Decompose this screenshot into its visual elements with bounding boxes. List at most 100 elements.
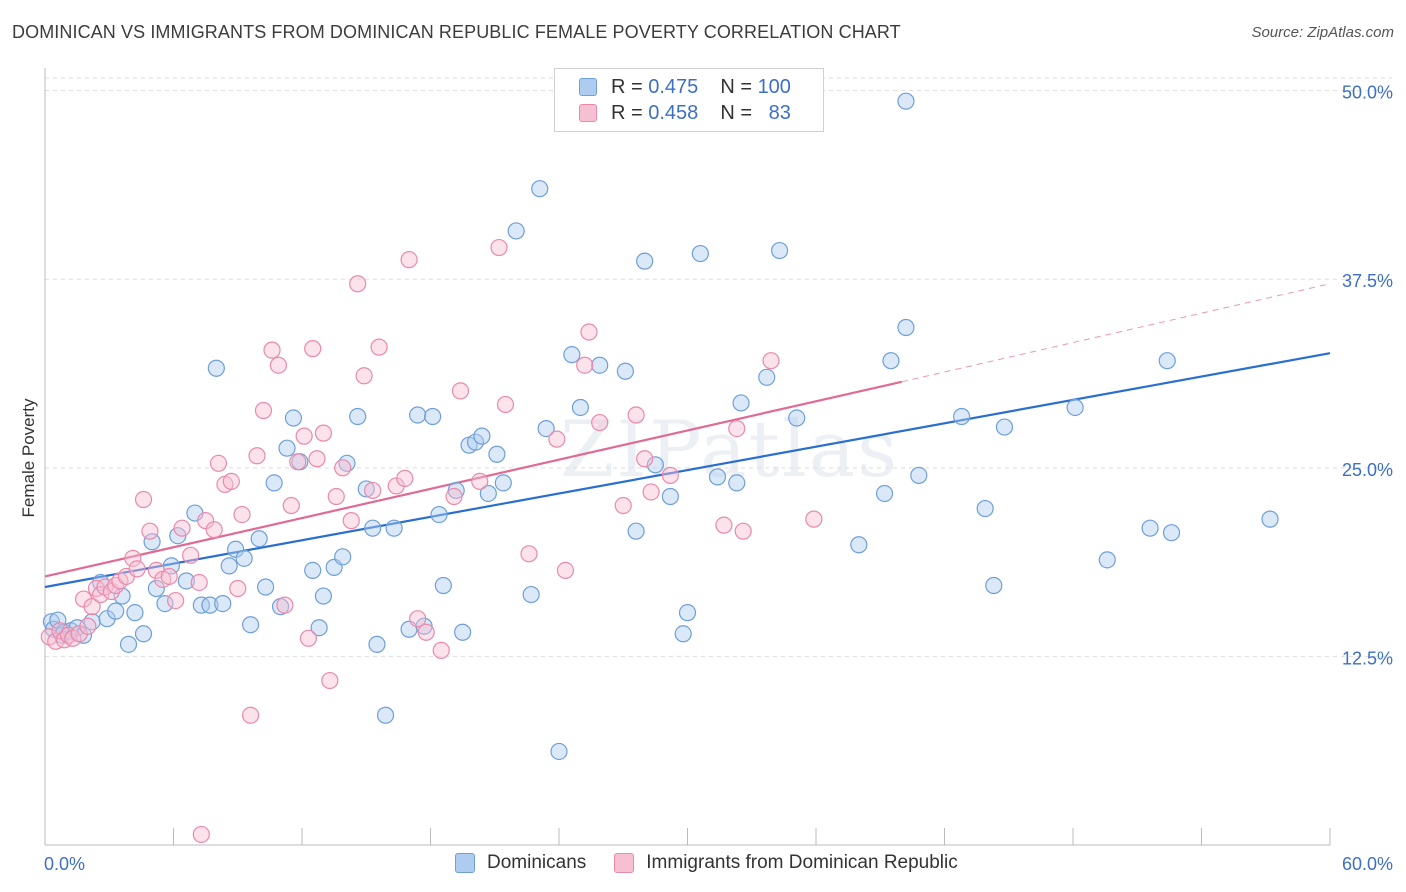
point-dominicans <box>646 456 664 474</box>
point-dominicans <box>256 578 275 596</box>
point-immigrants <box>370 338 388 356</box>
point-dominicans <box>250 530 268 548</box>
point-dominicans <box>424 407 442 426</box>
point-immigrants <box>400 251 418 269</box>
point-immigrants <box>355 367 373 385</box>
point-dominicans <box>897 318 915 337</box>
point-dominicans <box>953 407 971 426</box>
legend-item-dominicans[interactable]: Dominicans <box>455 852 586 874</box>
point-dominicans <box>479 484 497 503</box>
point-dominicans <box>550 742 568 761</box>
point-dominicans <box>1261 510 1279 528</box>
point-immigrants <box>734 522 752 540</box>
chart-title: DOMINICAN VS IMMIGRANTS FROM DOMINICAN R… <box>12 22 901 42</box>
correlation-legend: R = 0.475 N = 100 R = 0.458 N = 83 <box>554 68 824 132</box>
point-immigrants <box>627 406 645 424</box>
point-dominicans <box>143 533 161 551</box>
point-dominicans <box>674 625 692 643</box>
source-label: Source: ZipAtlas.com <box>1251 24 1394 41</box>
point-immigrants <box>134 490 153 509</box>
point-dominicans <box>591 356 609 374</box>
point-dominicans <box>661 487 679 506</box>
point-immigrants <box>334 459 352 477</box>
point-dominicans <box>368 635 386 653</box>
point-immigrants <box>661 466 679 484</box>
point-immigrants <box>128 560 146 578</box>
point-immigrants <box>167 591 185 610</box>
point-dominicans <box>434 576 452 595</box>
point-dominicans <box>201 596 219 614</box>
legend-label: Dominicans <box>487 852 587 873</box>
point-dominicans <box>454 623 472 641</box>
point-dominicans <box>466 433 485 451</box>
point-dominicans <box>242 616 260 634</box>
point-immigrants <box>192 825 210 844</box>
tick-labels: 12.5% 25.0% 37.5% 50.0% 0.0% 60.0% <box>44 83 1393 874</box>
point-dominicans <box>770 241 789 260</box>
point-immigrants <box>451 382 470 400</box>
legend-row-dominicans: R = 0.475 N = 100 <box>579 75 791 99</box>
point-dominicans <box>473 427 491 445</box>
point-immigrants <box>591 413 609 432</box>
point-dominicans <box>537 419 555 438</box>
point-immigrants <box>254 401 273 420</box>
legend-r-value: 0.458 <box>648 101 699 124</box>
point-immigrants <box>490 238 508 257</box>
point-dominicans <box>314 587 333 605</box>
point-immigrants <box>124 549 142 567</box>
point-immigrants <box>614 496 632 515</box>
point-immigrants <box>295 427 313 445</box>
legend-item-immigrants[interactable]: Immigrants from Dominican Republic <box>614 852 958 874</box>
point-dominicans <box>1098 551 1116 569</box>
trend-extension-immigrants <box>901 283 1331 383</box>
point-dominicans <box>113 587 131 605</box>
point-dominicans <box>156 595 174 613</box>
trend-line-dominicans <box>44 352 1331 589</box>
point-dominicans <box>1158 352 1176 370</box>
point-dominicans <box>364 519 382 537</box>
point-immigrants <box>580 323 598 341</box>
point-dominicans <box>691 244 709 263</box>
point-immigrants <box>242 706 260 724</box>
point-immigrants <box>321 671 339 690</box>
legend-r-label: R = <box>611 101 643 124</box>
point-dominicans <box>278 439 296 457</box>
point-immigrants <box>269 356 288 374</box>
point-immigrants <box>409 610 427 628</box>
y-tick-label: 50.0% <box>1342 83 1393 103</box>
point-dominicans <box>1066 398 1084 417</box>
point-dominicans <box>636 252 654 270</box>
y-tick-label: 25.0% <box>1342 460 1393 480</box>
point-dominicans <box>357 480 375 498</box>
x-tick-label: 0.0% <box>44 854 85 874</box>
point-immigrants <box>248 447 266 465</box>
legend-label: Immigrants from Dominican Republic <box>646 852 958 873</box>
point-dominicans <box>304 561 322 580</box>
point-dominicans <box>571 398 590 417</box>
legend-r-value: 0.475 <box>648 75 699 98</box>
point-dominicans <box>430 505 448 524</box>
legend-n-label: N = <box>720 101 752 124</box>
grid-lines <box>45 77 1392 657</box>
point-dominicans <box>334 548 352 566</box>
legend-n-label: N = <box>720 75 752 98</box>
legend-row-immigrants: R = 0.458 N = 83 <box>579 101 791 125</box>
point-immigrants <box>197 512 215 530</box>
point-dominicans <box>788 409 806 427</box>
point-immigrants <box>83 598 101 616</box>
point-immigrants <box>229 579 247 598</box>
point-immigrants <box>520 545 538 563</box>
legend-r-label: R = <box>611 75 643 98</box>
point-dominicans <box>882 352 900 370</box>
point-dominicans <box>284 409 303 427</box>
point-immigrants <box>728 419 746 438</box>
point-immigrants <box>160 567 178 586</box>
point-immigrants <box>342 512 360 530</box>
point-dominicans <box>147 579 165 598</box>
point-immigrants <box>432 641 450 659</box>
point-dominicans <box>758 368 776 386</box>
trend-lines <box>44 283 1331 589</box>
legend-swatch-pink <box>579 104 597 122</box>
trend-line-immigrants <box>44 380 902 578</box>
